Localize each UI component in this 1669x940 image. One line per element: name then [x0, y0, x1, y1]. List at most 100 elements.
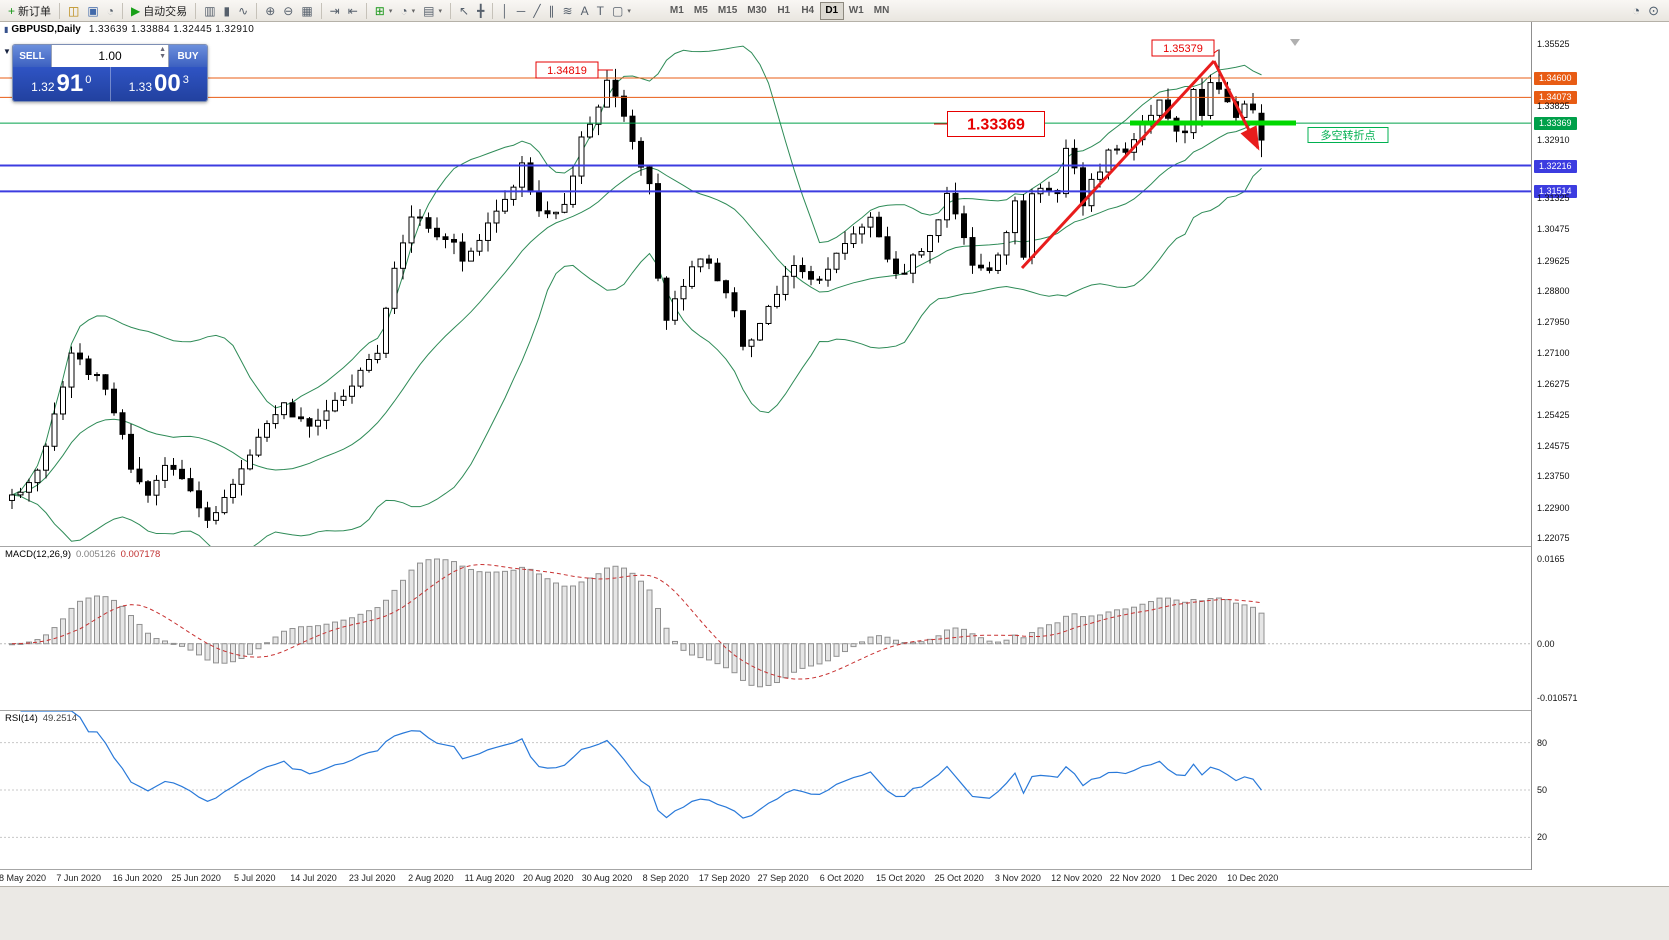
- chart-line-button[interactable]: ∿: [234, 1, 252, 20]
- candles: [9, 49, 1265, 529]
- template-icon: ▤: [423, 3, 435, 18]
- auto-scroll-button[interactable]: ⇥: [326, 1, 344, 20]
- price-tick-label: 1.24575: [1537, 441, 1570, 452]
- bid-prefix: 1.32: [31, 80, 55, 94]
- volume-up-arrow[interactable]: ▲: [159, 46, 166, 53]
- cursor-icon: ↖: [459, 3, 470, 18]
- date-tick-label: 3 Nov 2020: [994, 873, 1041, 883]
- channel-tool-button[interactable]: ∥: [545, 1, 559, 20]
- search-button[interactable]: ⊙: [1648, 2, 1659, 18]
- date-tick-label: 7 Jun 2020: [56, 873, 101, 883]
- bid-price[interactable]: 1.32 91 0: [13, 67, 110, 101]
- text-tool-button[interactable]: A: [577, 1, 593, 20]
- history-icon: ◔: [106, 3, 114, 18]
- cursor-button[interactable]: ↖: [455, 1, 473, 20]
- price-tick-label: 1.25425: [1537, 409, 1570, 420]
- chart-window-icon: ◫: [68, 3, 80, 18]
- trendline-object[interactable]: [1020, 59, 1216, 270]
- buy-button[interactable]: BUY: [169, 45, 207, 67]
- shapes-tool-button[interactable]: ▢ ▾: [608, 1, 635, 20]
- charts-window-button[interactable]: ◫: [64, 1, 83, 20]
- panel-splitter-macd[interactable]: [0, 546, 1669, 547]
- rsi-name: RSI(14): [5, 713, 38, 724]
- macd-panel-canvas[interactable]: [0, 547, 1531, 710]
- new-order-button[interactable]: + 新订单: [4, 1, 55, 20]
- vline-tool-button[interactable]: │: [497, 1, 513, 20]
- volume-value: 1.00: [98, 49, 122, 63]
- svg-text:1.33369: 1.33369: [967, 117, 1025, 134]
- price-label-object[interactable]: 1.34819: [535, 61, 613, 79]
- price-tick-label: 1.27950: [1537, 317, 1570, 328]
- ohlc-values: 1.33639 1.33884 1.32445 1.32910: [88, 24, 255, 35]
- timeframe-m5[interactable]: M5: [689, 2, 713, 20]
- indicators-button[interactable]: ⊞ ▾: [371, 1, 397, 20]
- timeframe-m1[interactable]: M1: [665, 2, 689, 20]
- community-button[interactable]: ◔: [1632, 3, 1641, 18]
- trendline-object[interactable]: [1212, 60, 1260, 151]
- crosshair-button[interactable]: ╋: [473, 1, 488, 20]
- chart-bars-button[interactable]: ▥: [200, 1, 219, 20]
- chart-shift-button[interactable]: ⇤: [344, 1, 362, 20]
- time-axis[interactable]: 28 May 2020 7 Jun 2020 16 Jun 2020 25 Jun 2…: [0, 870, 1669, 886]
- auto-scroll-icon: ⇥: [329, 3, 340, 18]
- text-label-object[interactable]: 多空转折点: [1307, 127, 1389, 143]
- fibonacci-icon: ≋: [562, 3, 573, 18]
- sell-button[interactable]: SELL: [13, 45, 51, 67]
- price-axis[interactable]: 1.35525 1.34600 1.34073 1.33825 1.33369 1.329…: [1531, 22, 1669, 870]
- zoom-out-button[interactable]: ⊖: [279, 1, 297, 20]
- periods-button[interactable]: ◔ ▾: [396, 1, 419, 20]
- chart-title: ▮ GBPUSD,Daily 1.33639 1.33884 1.32445 1.3…: [4, 24, 254, 35]
- history-center-button[interactable]: ◔: [103, 1, 118, 20]
- chart-window-icon: ▮: [4, 25, 9, 34]
- tile-windows-icon: ▦: [301, 3, 313, 18]
- date-tick-label: 25 Oct 2020: [934, 873, 984, 883]
- volume-down-arrow[interactable]: ▼: [159, 53, 166, 60]
- shapes-icon: ▢: [611, 3, 624, 18]
- macd-name: MACD(12,26,9): [5, 549, 71, 560]
- chart-candles-button[interactable]: ▮: [220, 1, 235, 20]
- timeframe-w1[interactable]: W1: [844, 2, 869, 20]
- auto-trading-button[interactable]: ▶ 自动交易: [127, 1, 191, 20]
- chart-shift-icon: ⇤: [347, 3, 358, 18]
- volume-field[interactable]: 1.00 ▲ ▼: [51, 45, 169, 67]
- date-tick-label: 11 Aug 2020: [464, 873, 515, 883]
- timeframe-m30[interactable]: M30: [742, 2, 771, 20]
- trendline-tool-button[interactable]: ╱: [529, 1, 544, 20]
- fibonacci-tool-button[interactable]: ≋: [559, 1, 577, 20]
- profiles-button[interactable]: ▣: [83, 1, 102, 20]
- svg-text:1.35379: 1.35379: [1163, 43, 1203, 55]
- rsi-scale-label: 50: [1537, 785, 1548, 795]
- rsi-line: [20, 711, 1262, 819]
- timeframe-m15[interactable]: M15: [713, 2, 742, 20]
- bid-big-digits: 91: [56, 70, 84, 97]
- price-label-object[interactable]: 1.35379: [1151, 39, 1219, 57]
- macd-label: MACD(12,26,9) 0.005126 0.007178: [5, 549, 160, 560]
- price-tick-label: 1.27100: [1537, 348, 1570, 359]
- one-click-collapse-arrow[interactable]: ▼: [3, 47, 11, 56]
- price-chart-canvas[interactable]: 1.34819 1.35379 1.33369 多空转折点: [0, 36, 1531, 546]
- price-label-object[interactable]: 1.33369: [934, 111, 1045, 137]
- date-tick-label: 10 Dec 2020: [1227, 873, 1279, 883]
- zoom-in-icon: ⊕: [265, 3, 276, 18]
- timeframe-d1[interactable]: D1: [819, 1, 844, 20]
- price-tag: 1.33369: [1534, 117, 1577, 131]
- date-tick-label: 8 Sep 2020: [642, 873, 689, 883]
- panel-splitter-rsi[interactable]: [0, 710, 1669, 711]
- price-tick-label: 1.35525: [1537, 39, 1570, 49]
- rsi-panel-canvas[interactable]: [0, 711, 1531, 869]
- timeframe-h4[interactable]: H4: [796, 2, 820, 20]
- zoom-in-button[interactable]: ⊕: [261, 1, 279, 20]
- date-tick-label: 28 May 2020: [0, 873, 47, 883]
- tile-windows-button[interactable]: ▦: [297, 1, 316, 20]
- chart-shift-marker[interactable]: [1290, 39, 1300, 46]
- toolbar-separator: [121, 2, 123, 19]
- macd-signal-line: [11, 563, 1262, 680]
- chart-window[interactable]: ▮ GBPUSD,Daily 1.33639 1.33884 1.32445 1.3…: [0, 22, 1669, 886]
- ask-price[interactable]: 1.33 00 3: [111, 67, 208, 101]
- timeframe-h1[interactable]: H1: [772, 2, 796, 20]
- date-tick-label: 15 Oct 2020: [875, 873, 926, 883]
- timeframe-mn[interactable]: MN: [869, 2, 895, 20]
- hline-tool-button[interactable]: ─: [513, 1, 530, 20]
- templates-button[interactable]: ▤ ▾: [419, 1, 446, 20]
- label-tool-button[interactable]: T: [593, 1, 608, 20]
